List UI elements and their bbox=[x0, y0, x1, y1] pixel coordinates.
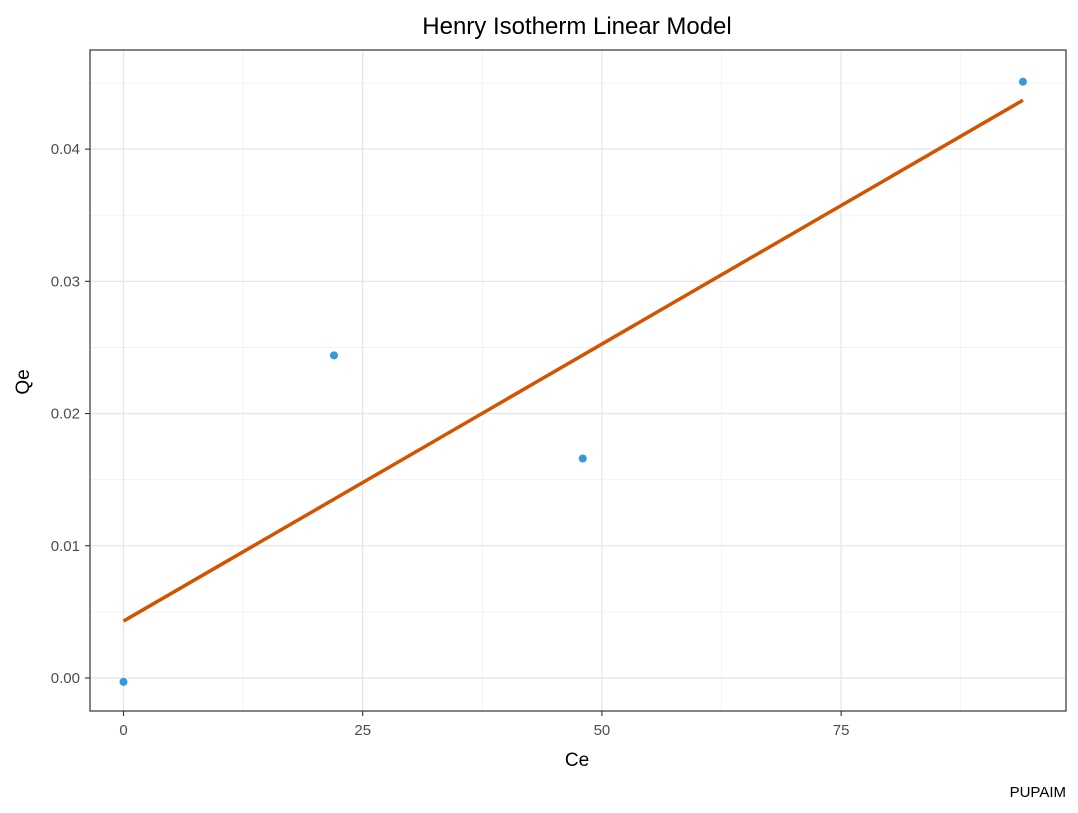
fit-line-layer bbox=[122, 98, 1024, 623]
y-tick-label: 0.03 bbox=[51, 273, 80, 290]
major-gridlines bbox=[90, 50, 1066, 711]
points-layer bbox=[119, 77, 1027, 686]
chart-title: Henry Isotherm Linear Model bbox=[422, 13, 731, 40]
x-tick-label: 75 bbox=[833, 722, 850, 739]
fit-line bbox=[122, 98, 1024, 623]
y-axis-ticks: 0.00 0.01 0.02 0.03 0.04 bbox=[51, 141, 90, 687]
minor-gridlines bbox=[90, 50, 1066, 711]
data-point bbox=[119, 677, 128, 686]
data-point bbox=[1018, 77, 1027, 86]
chart-caption: PUPAIM bbox=[1010, 784, 1066, 801]
data-point bbox=[330, 351, 338, 360]
data-point bbox=[578, 454, 587, 463]
y-axis-title: Qe bbox=[13, 369, 34, 394]
x-tick-label: 25 bbox=[354, 722, 371, 739]
y-tick-label: 0.01 bbox=[51, 538, 80, 555]
x-tick-label: 50 bbox=[594, 722, 611, 739]
x-axis-title: Ce bbox=[565, 750, 589, 771]
y-tick-label: 0.02 bbox=[51, 406, 80, 423]
y-tick-label: 0.04 bbox=[51, 141, 80, 158]
x-tick-label: 0 bbox=[119, 722, 127, 739]
x-axis-ticks: 0 25 50 75 bbox=[119, 711, 849, 739]
panel-border bbox=[89, 49, 1067, 712]
y-tick-label: 0.00 bbox=[51, 670, 80, 687]
